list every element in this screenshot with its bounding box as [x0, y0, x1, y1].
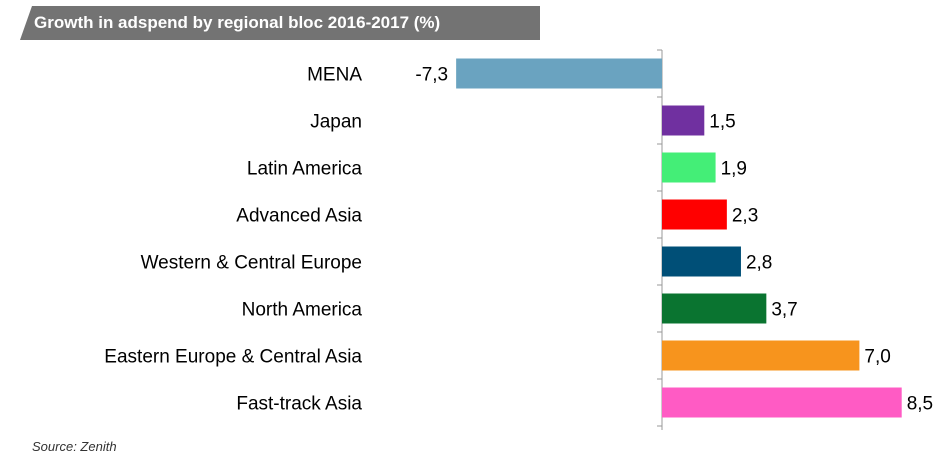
source-note: Source: Zenith: [32, 439, 117, 454]
category-label: Japan: [310, 112, 362, 133]
category-label: Advanced Asia: [236, 206, 362, 227]
data-label: 7,0: [864, 347, 890, 368]
bar-mena: [456, 58, 662, 89]
data-label: 3,7: [771, 300, 797, 321]
category-label: North America: [242, 300, 363, 321]
category-label: Western & Central Europe: [141, 253, 362, 274]
data-label: 2,3: [732, 206, 758, 227]
bar-eastern-europe-central-asia: [662, 340, 860, 371]
chart-title: Growth in adspend by regional bloc 2016-…: [34, 13, 441, 32]
data-label: 1,5: [709, 112, 735, 133]
bar-western-central-europe: [662, 246, 741, 277]
data-label: 2,8: [746, 253, 772, 274]
chart-title-banner: Growth in adspend by regional bloc 2016-…: [20, 6, 540, 40]
category-label: Eastern Europe & Central Asia: [104, 347, 362, 368]
bar-north-america: [662, 293, 767, 324]
bar-fast-track-asia: [662, 387, 902, 418]
data-label: 1,9: [721, 159, 747, 180]
bar-advanced-asia: [662, 199, 727, 230]
data-label: -7,3: [415, 65, 448, 86]
category-label: Latin America: [247, 159, 363, 180]
category-label: MENA: [307, 65, 362, 86]
data-label: 8,5: [907, 394, 933, 415]
bar-japan: [662, 105, 705, 136]
bar-latin-america: [662, 152, 716, 183]
category-label: Fast-track Asia: [236, 394, 362, 415]
